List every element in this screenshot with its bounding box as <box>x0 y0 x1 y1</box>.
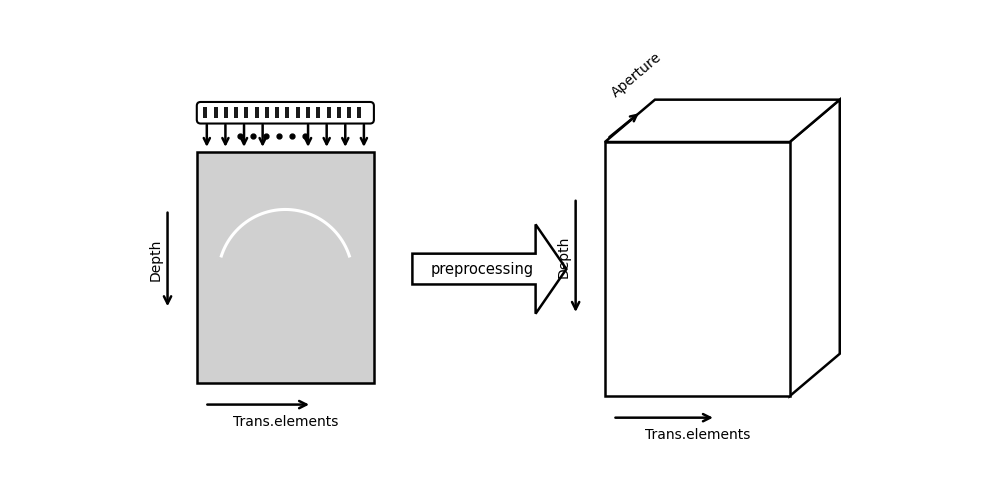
Bar <box>357 107 361 118</box>
Bar <box>234 107 238 118</box>
Bar <box>244 107 248 118</box>
Text: Depth: Depth <box>148 238 162 281</box>
Bar <box>265 107 269 118</box>
Bar <box>275 107 279 118</box>
Text: Trans.elements: Trans.elements <box>645 427 750 441</box>
Text: Depth: Depth <box>556 235 570 277</box>
Bar <box>255 107 259 118</box>
Polygon shape <box>605 100 840 142</box>
Bar <box>224 107 228 118</box>
Bar <box>306 107 310 118</box>
Bar <box>347 107 351 118</box>
Text: Aperture: Aperture <box>609 50 664 100</box>
Bar <box>605 142 790 396</box>
Bar <box>197 152 374 383</box>
Bar <box>285 107 289 118</box>
Polygon shape <box>412 225 566 314</box>
Bar <box>214 107 218 118</box>
FancyBboxPatch shape <box>197 102 374 123</box>
Bar <box>327 107 331 118</box>
Bar <box>203 107 207 118</box>
Polygon shape <box>790 100 840 396</box>
Text: Trans.elements: Trans.elements <box>233 414 338 428</box>
Bar <box>316 107 320 118</box>
Text: preprocessing: preprocessing <box>430 261 533 276</box>
Bar <box>296 107 300 118</box>
Bar <box>337 107 341 118</box>
